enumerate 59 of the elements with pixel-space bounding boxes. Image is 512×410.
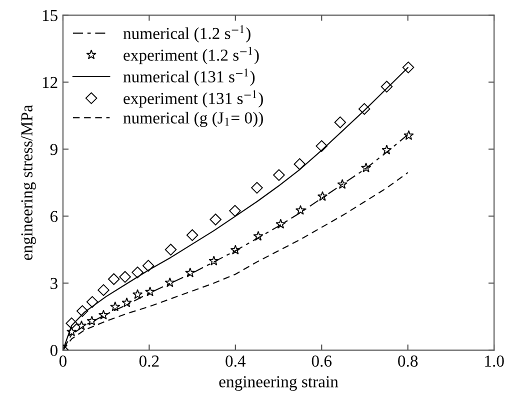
legend-label: numerical (g (J$_{1}$= 0)): [123, 112, 263, 127]
point: [164, 277, 175, 288]
point: [337, 179, 348, 189]
x-tick-label: 0: [59, 355, 67, 367]
point: [144, 286, 156, 296]
point: [108, 273, 120, 286]
point: [380, 80, 393, 93]
point: [132, 289, 143, 299]
point: [402, 62, 414, 74]
point: [110, 301, 120, 312]
legend-label: experiment (131 s$^{−1}$): [124, 90, 263, 108]
point: [98, 284, 110, 296]
point: [253, 230, 264, 241]
point: [317, 191, 328, 201]
point: [164, 244, 177, 256]
point: [186, 229, 198, 242]
point: [404, 130, 414, 140]
x-tick-label: 0.8: [398, 355, 418, 367]
x-tick-label: 0.2: [139, 355, 159, 367]
point: [295, 205, 306, 215]
point: [76, 320, 87, 330]
point: [230, 244, 241, 255]
point: [142, 260, 154, 272]
point: [86, 296, 98, 308]
point: [132, 266, 144, 278]
legend-label: numerical (131 s$^{−1}$): [123, 68, 255, 86]
point: [382, 144, 392, 154]
point: [185, 268, 196, 278]
point: [66, 326, 77, 336]
x-tick-label: 1.0: [485, 355, 504, 367]
point: [229, 204, 241, 217]
point: [294, 158, 306, 170]
x-tick-label: 0.4: [226, 355, 246, 367]
point: [360, 162, 372, 172]
point: [76, 305, 88, 317]
y-axis-title: engineering stress/MPa: [21, 104, 36, 260]
y-tick-label: 15: [42, 10, 58, 22]
point: [334, 116, 346, 128]
x-axis-title: engineering strain: [219, 376, 338, 391]
y-tick-label: 12: [42, 76, 58, 88]
point: [316, 140, 328, 152]
legend-label: experiment (1.2 s$^{−1}$): [124, 46, 259, 64]
point: [208, 256, 219, 266]
point: [276, 218, 286, 229]
point: [86, 316, 97, 326]
y-tick-label: 9: [50, 144, 58, 156]
x-tick-label: 0.6: [312, 355, 332, 367]
point: [251, 182, 263, 194]
point: [119, 271, 131, 283]
point: [358, 103, 370, 115]
y-tick-label: 3: [50, 278, 58, 290]
point: [273, 169, 285, 181]
point: [122, 297, 132, 308]
point: [210, 214, 222, 226]
point: [66, 317, 78, 330]
point: [98, 310, 109, 320]
y-tick-label: 6: [50, 210, 58, 222]
y-tick-label: 0: [50, 344, 58, 356]
legend-label: numerical (1.2 s$^{−1}$): [123, 25, 250, 42]
